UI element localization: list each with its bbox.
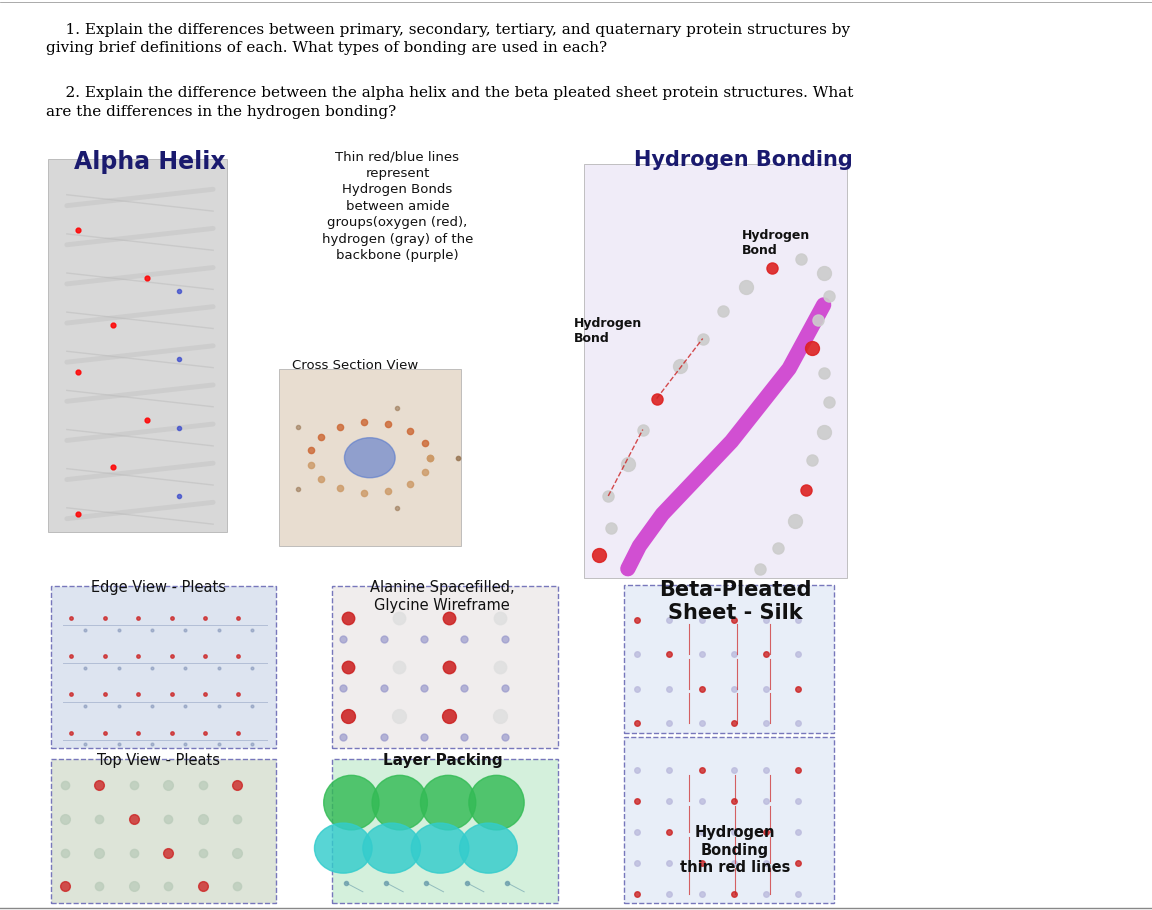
Ellipse shape	[324, 775, 379, 830]
Text: Top View - Pleats: Top View - Pleats	[98, 753, 220, 768]
Bar	[332, 759, 558, 903]
Ellipse shape	[411, 823, 469, 874]
Bar	[51, 759, 276, 903]
Text: 2. Explain the difference between the alpha helix and the beta pleated sheet pro: 2. Explain the difference between the al…	[46, 86, 854, 119]
Text: Edge View - Pleats: Edge View - Pleats	[91, 580, 227, 594]
Text: Layer Packing: Layer Packing	[382, 753, 502, 768]
Text: 1. Explain the differences between primary, secondary, tertiary, and quaternary : 1. Explain the differences between prima…	[46, 23, 850, 56]
Bar	[332, 586, 558, 748]
Text: Alpha Helix: Alpha Helix	[74, 150, 226, 174]
Text: Alanine Spacefilled,
Glycine Wireframe: Alanine Spacefilled, Glycine Wireframe	[370, 580, 515, 613]
Ellipse shape	[372, 775, 427, 830]
Bar	[279, 369, 461, 546]
Text: Hydrogen
Bond: Hydrogen Bond	[742, 229, 810, 258]
Bar	[624, 737, 834, 903]
Ellipse shape	[420, 775, 476, 830]
Bar	[584, 164, 847, 578]
Text: Hydrogen Bonding: Hydrogen Bonding	[634, 150, 852, 170]
Ellipse shape	[314, 823, 372, 874]
Text: Thin red/blue lines
represent
Hydrogen Bonds
between amide
groups(oxygen (red),
: Thin red/blue lines represent Hydrogen B…	[321, 150, 473, 262]
Ellipse shape	[460, 823, 517, 874]
Text: Hydrogen
Bonding
thin red lines: Hydrogen Bonding thin red lines	[680, 825, 790, 875]
Ellipse shape	[363, 823, 420, 874]
Text: Cross Section View: Cross Section View	[291, 359, 418, 372]
Bar	[48, 159, 227, 532]
Text: Hydrogen
Bond: Hydrogen Bond	[574, 317, 642, 345]
Bar	[624, 585, 834, 733]
Text: Beta-Pleated
Sheet - Silk: Beta-Pleated Sheet - Silk	[659, 580, 811, 622]
Ellipse shape	[469, 775, 524, 830]
Circle shape	[344, 438, 395, 478]
Bar	[51, 586, 276, 748]
